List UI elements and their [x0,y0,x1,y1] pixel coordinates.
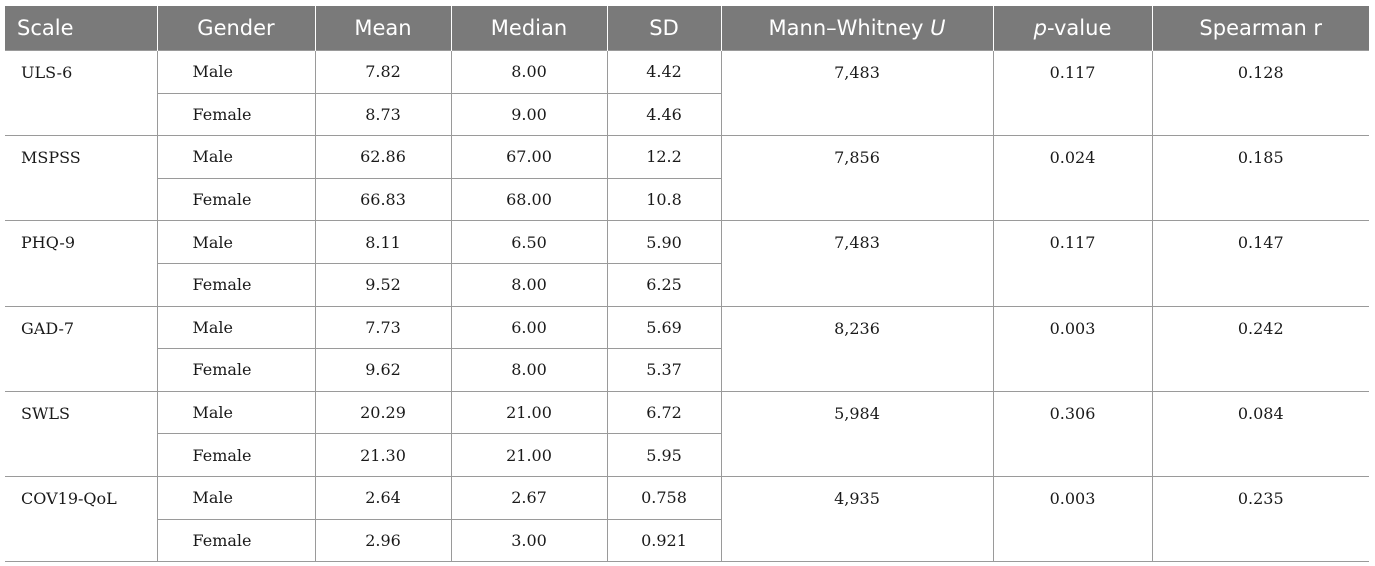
table-header: Scale Gender Mean Median SD Mann–Whitney… [5,6,1369,51]
scale-cell: PHQ-9 [5,220,158,307]
gender-cell: Male [156,390,316,435]
header-row: Scale Gender Mean Median SD Mann–Whitney… [5,6,1369,51]
mwu-cell: 8,236 [720,305,994,392]
header-gender: Gender [156,6,315,51]
mwu-cell: 5,984 [720,390,994,477]
table-row: SWLS Male 20.29 21.00 6.72 5,984 0.306 0… [5,390,1369,477]
scale-cell: ULS-6 [5,49,158,137]
scale-cell: SWLS [5,390,158,477]
mean-cell: 62.86 [314,135,452,179]
mwu-cell: 7,856 [720,135,994,222]
table-row: GAD-7 Male 7.73 6.00 5.69 8,236 0.003 0.… [5,305,1369,392]
sd-cell: 4.46 [606,92,721,137]
spearman-cell: 0.128 [1151,49,1369,137]
header-median: Median [450,6,607,51]
sd-cell: 0.758 [606,475,722,520]
mean-cell: 7.73 [314,305,452,350]
median-cell: 67.00 [450,135,608,179]
table-row: PHQ-9 Male 8.11 6.50 5.90 7,483 0.117 0.… [5,220,1369,307]
mwu-cell: 7,483 [720,49,994,137]
spearman-cell: 0.235 [1151,475,1369,563]
mean-cell: 8.11 [314,220,452,264]
scale-cell: COV19-QoL [5,475,158,563]
mean-cell: 9.62 [314,348,452,392]
header-mwu-u: U [930,16,946,40]
median-cell: 21.00 [450,390,608,435]
gender-cell: Female [157,92,316,137]
table-row: ULS-6 Male 7.82 8.00 4.42 7,483 0.117 0.… [5,49,1369,137]
gender-cell: Female [157,177,316,222]
mean-cell: 2.96 [314,518,452,563]
header-mann-whitney-u: Mann–Whitney U [720,6,993,51]
scale-cell: GAD-7 [5,305,158,392]
gender-cell: Male [156,475,316,520]
header-scale: Scale [5,6,157,51]
gender-cell: Female [157,518,316,563]
header-mean: Mean [314,6,451,51]
table-row: MSPSS Male 62.86 67.00 12.2 7,856 0.024 … [5,135,1369,222]
gender-cell: Female [157,262,316,307]
p-value-cell: 0.306 [992,390,1153,477]
sd-cell: 12.2 [606,135,722,179]
median-cell: 9.00 [450,92,608,137]
median-cell: 8.00 [450,50,608,94]
header-sd: SD [606,6,721,51]
median-cell: 2.67 [450,475,608,520]
mean-cell: 20.29 [314,390,452,435]
header-p-value: p-value [992,6,1152,51]
header-mwu-text: Mann–Whitney [768,16,931,40]
median-cell: 8.00 [450,262,608,307]
p-value-cell: 0.024 [992,135,1153,222]
spearman-cell: 0.185 [1151,135,1369,222]
header-p-suffix: -value [1046,16,1112,40]
gender-cell: Male [156,220,316,264]
sd-cell: 5.69 [606,305,722,350]
p-value-cell: 0.003 [992,305,1153,392]
median-cell: 21.00 [450,433,608,477]
statistics-table: Scale Gender Mean Median SD Mann–Whitney… [5,6,1369,563]
p-value-cell: 0.117 [992,220,1153,307]
scale-cell: MSPSS [5,135,158,222]
mwu-cell: 7,483 [720,220,994,307]
gender-cell: Male [156,305,316,350]
table-row: Female 66.83 68.00 10.8 [5,177,1369,222]
header-spearman-r: Spearman r [1151,6,1369,51]
mean-cell: 8.73 [314,92,452,137]
sd-cell: 10.8 [606,177,721,222]
mean-cell: 7.82 [314,50,452,94]
table-body: ULS-6 Male 7.82 8.00 4.42 7,483 0.117 0.… [5,49,1369,563]
sd-cell: 5.95 [606,433,721,477]
median-cell: 6.00 [450,305,608,350]
mean-cell: 2.64 [314,475,452,520]
spearman-cell: 0.084 [1151,390,1369,477]
table-row: COV19-QoL Male 2.64 2.67 0.758 4,935 0.0… [5,475,1369,563]
gender-cell: Female [157,433,316,477]
sd-cell: 5.37 [606,348,721,392]
mean-cell: 21.30 [314,433,452,477]
median-cell: 8.00 [450,348,608,392]
gender-cell: Male [156,50,316,94]
median-cell: 3.00 [450,518,608,563]
mean-cell: 66.83 [314,177,452,222]
sd-cell: 4.42 [606,50,722,94]
p-value-cell: 0.117 [992,49,1153,137]
sd-cell: 0.921 [606,518,721,563]
header-p-letter: p [1033,16,1047,40]
median-cell: 68.00 [450,177,608,222]
table-row: Female 2.96 3.00 0.921 [5,518,1369,563]
table-row: Female 9.62 8.00 5.37 [5,348,1369,392]
mwu-cell: 4,935 [720,475,994,563]
p-value-cell: 0.003 [992,475,1153,563]
table-row: Female 21.30 21.00 5.95 [5,433,1369,477]
sd-cell: 6.72 [606,390,722,435]
spearman-cell: 0.147 [1151,220,1369,307]
sd-cell: 5.90 [606,220,722,264]
median-cell: 6.50 [450,220,608,264]
mean-cell: 9.52 [314,262,452,307]
gender-cell: Male [156,135,316,179]
sd-cell: 6.25 [606,262,721,307]
gender-cell: Female [157,348,316,392]
table-row: Female 9.52 8.00 6.25 [5,262,1369,307]
spearman-cell: 0.242 [1151,305,1369,392]
